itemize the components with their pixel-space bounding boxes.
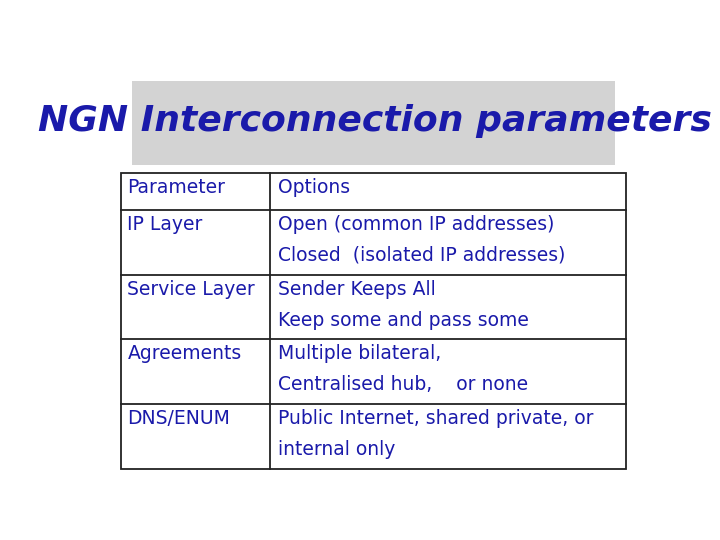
Text: NGN Interconnection parameters: NGN Interconnection parameters xyxy=(37,104,711,138)
Text: Agreements: Agreements xyxy=(127,345,242,363)
Text: Options: Options xyxy=(278,178,350,197)
Bar xyxy=(121,173,626,469)
Text: Parameter: Parameter xyxy=(127,178,225,197)
Text: Service Layer: Service Layer xyxy=(127,280,255,299)
Text: Public Internet, shared private, or
internal only: Public Internet, shared private, or inte… xyxy=(278,409,593,459)
Text: DNS/ENUM: DNS/ENUM xyxy=(127,409,230,428)
Text: IP Layer: IP Layer xyxy=(127,215,203,234)
Text: Open (common IP addresses)
Closed  (isolated IP addresses): Open (common IP addresses) Closed (isola… xyxy=(278,215,565,265)
Text: Sender Keeps All
Keep some and pass some: Sender Keeps All Keep some and pass some xyxy=(278,280,529,329)
Text: Multiple bilateral,
Centralised hub,    or none: Multiple bilateral, Centralised hub, or … xyxy=(278,345,528,394)
FancyBboxPatch shape xyxy=(132,82,615,165)
